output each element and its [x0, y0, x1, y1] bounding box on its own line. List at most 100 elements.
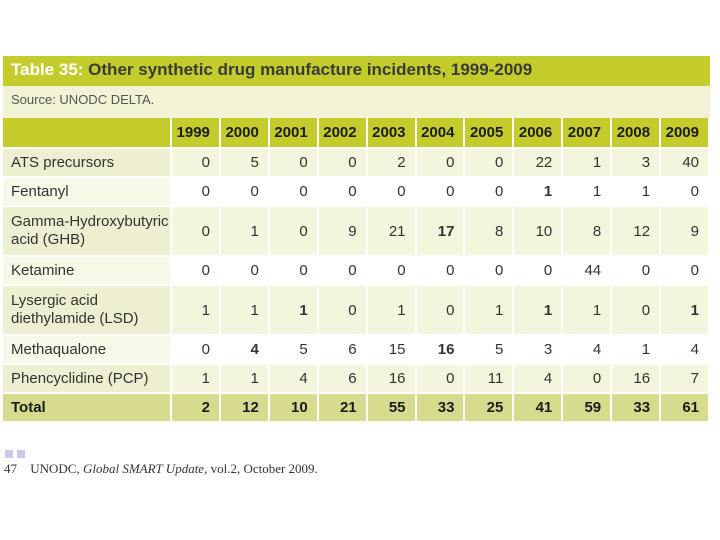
table-row: Ketamine 0 0 0 0 0 0 0 0 44 0 0: [3, 256, 710, 286]
table-cell: 0: [611, 256, 662, 286]
header-cell-2007: 2007: [562, 118, 613, 149]
table-cell: 59: [562, 393, 613, 423]
table-cell: 0: [317, 285, 368, 336]
header-cell-2001: 2001: [268, 118, 319, 149]
table-row: Gamma-Hydroxybutyric acid (GHB) 0 1 0 9 …: [3, 206, 710, 257]
table-cell: 17: [415, 206, 466, 257]
table-cell: 33: [611, 393, 662, 423]
table-cell: 44: [562, 256, 613, 286]
table-cell: 22: [513, 148, 564, 178]
data-table: 1999 2000 2001 2002 2003 2004 2005 2006 …: [3, 118, 710, 423]
row-label: Methaqualone: [3, 335, 172, 365]
table-cell: 6: [317, 335, 368, 365]
table-cell: 0: [660, 256, 710, 286]
table-cell: 8: [464, 206, 515, 257]
table-cell: 1: [562, 285, 613, 336]
header-row: 1999 2000 2001 2002 2003 2004 2005 2006 …: [3, 118, 710, 149]
table-cell: 1: [171, 285, 221, 336]
table-cell: 55: [366, 393, 417, 423]
header-cell-2000: 2000: [219, 118, 270, 149]
header-cell-2003: 2003: [366, 118, 417, 149]
row-label: Fentanyl: [3, 177, 172, 207]
table-cell: 1: [268, 285, 319, 336]
footnote-rest: , vol.2, October 2009.: [204, 461, 318, 476]
table-cell: 41: [513, 393, 564, 423]
table-cell: 1: [513, 285, 564, 336]
table-cell: 0: [171, 335, 221, 365]
table-cell: 0: [464, 256, 515, 286]
row-label: Ketamine: [3, 256, 172, 286]
table-cell: 0: [219, 177, 270, 207]
table-cell: 0: [317, 256, 368, 286]
table-cell: 9: [660, 206, 710, 257]
table-source: Source: UNODC DELTA.: [3, 86, 710, 118]
table-cell: 0: [562, 364, 613, 394]
table-cell: 11: [464, 364, 515, 394]
table-cell: 0: [366, 177, 417, 207]
table-cell: 4: [562, 335, 613, 365]
table-cell: 0: [268, 206, 319, 257]
decorative-squares: [5, 445, 29, 463]
square-icon: [5, 450, 13, 458]
footnote-number: 47: [4, 461, 17, 476]
header-cell-2006: 2006: [513, 118, 564, 149]
footnote-org: UNODC,: [30, 461, 80, 476]
row-label: ATS precursors: [3, 148, 172, 178]
table-cell: 5: [268, 335, 319, 365]
table-cell: 0: [660, 177, 710, 207]
table-cell: 1: [513, 177, 564, 207]
table-cell: 0: [219, 256, 270, 286]
table-cell: 0: [268, 177, 319, 207]
table-cell: 0: [268, 148, 319, 178]
table-cell: 0: [366, 256, 417, 286]
table-cell: 0: [415, 256, 466, 286]
table-cell: 9: [317, 206, 368, 257]
footnote: 47 UNODC, Global SMART Update, vol.2, Oc…: [4, 461, 318, 477]
table-cell: 33: [415, 393, 466, 423]
table-cell: 1: [171, 364, 221, 394]
table-cell: 0: [513, 256, 564, 286]
table-cell: 0: [171, 206, 221, 257]
table-cell: 4: [660, 335, 710, 365]
table-cell: 0: [611, 285, 662, 336]
header-cell-2009: 2009: [660, 118, 710, 149]
table-cell: 2: [171, 393, 221, 423]
table-cell: 4: [219, 335, 270, 365]
table-cell: 0: [464, 177, 515, 207]
table-cell: 1: [219, 364, 270, 394]
table-cell: 12: [611, 206, 662, 257]
header-cell-2005: 2005: [464, 118, 515, 149]
table-cell: 2: [366, 148, 417, 178]
table-cell: 0: [171, 256, 221, 286]
table-cell: 4: [268, 364, 319, 394]
table-cell: 40: [660, 148, 710, 178]
table-cell: 7: [660, 364, 710, 394]
table-cell: 25: [464, 393, 515, 423]
table-cell: 1: [611, 335, 662, 365]
table-cell: 0: [415, 285, 466, 336]
header-cell-2008: 2008: [611, 118, 662, 149]
table-title-text: Other synthetic drug manufacture inciden…: [88, 60, 533, 79]
table-cell: 0: [415, 148, 466, 178]
table-row: Phencyclidine (PCP) 1 1 4 6 16 0 11 4 0 …: [3, 364, 710, 394]
table-cell: 1: [219, 206, 270, 257]
table-cell: 0: [268, 256, 319, 286]
table-cell: 0: [317, 148, 368, 178]
table-cell: 61: [660, 393, 710, 423]
header-cell-label: [3, 118, 172, 149]
table-cell: 16: [415, 335, 466, 365]
table-row: ATS precursors 0 5 0 0 2 0 0 22 1 3 40: [3, 148, 710, 178]
table-cell: 1: [660, 285, 710, 336]
table-cell: 1: [464, 285, 515, 336]
table-cell: 21: [317, 393, 368, 423]
table-cell: 4: [513, 364, 564, 394]
row-label: Total: [3, 393, 172, 423]
header-cell-2004: 2004: [415, 118, 466, 149]
table-cell: 1: [219, 285, 270, 336]
table-cell: 5: [464, 335, 515, 365]
table-cell: 16: [366, 364, 417, 394]
table-cell: 0: [317, 177, 368, 207]
table-cell: 3: [513, 335, 564, 365]
header-cell-2002: 2002: [317, 118, 368, 149]
square-icon: [17, 450, 25, 458]
